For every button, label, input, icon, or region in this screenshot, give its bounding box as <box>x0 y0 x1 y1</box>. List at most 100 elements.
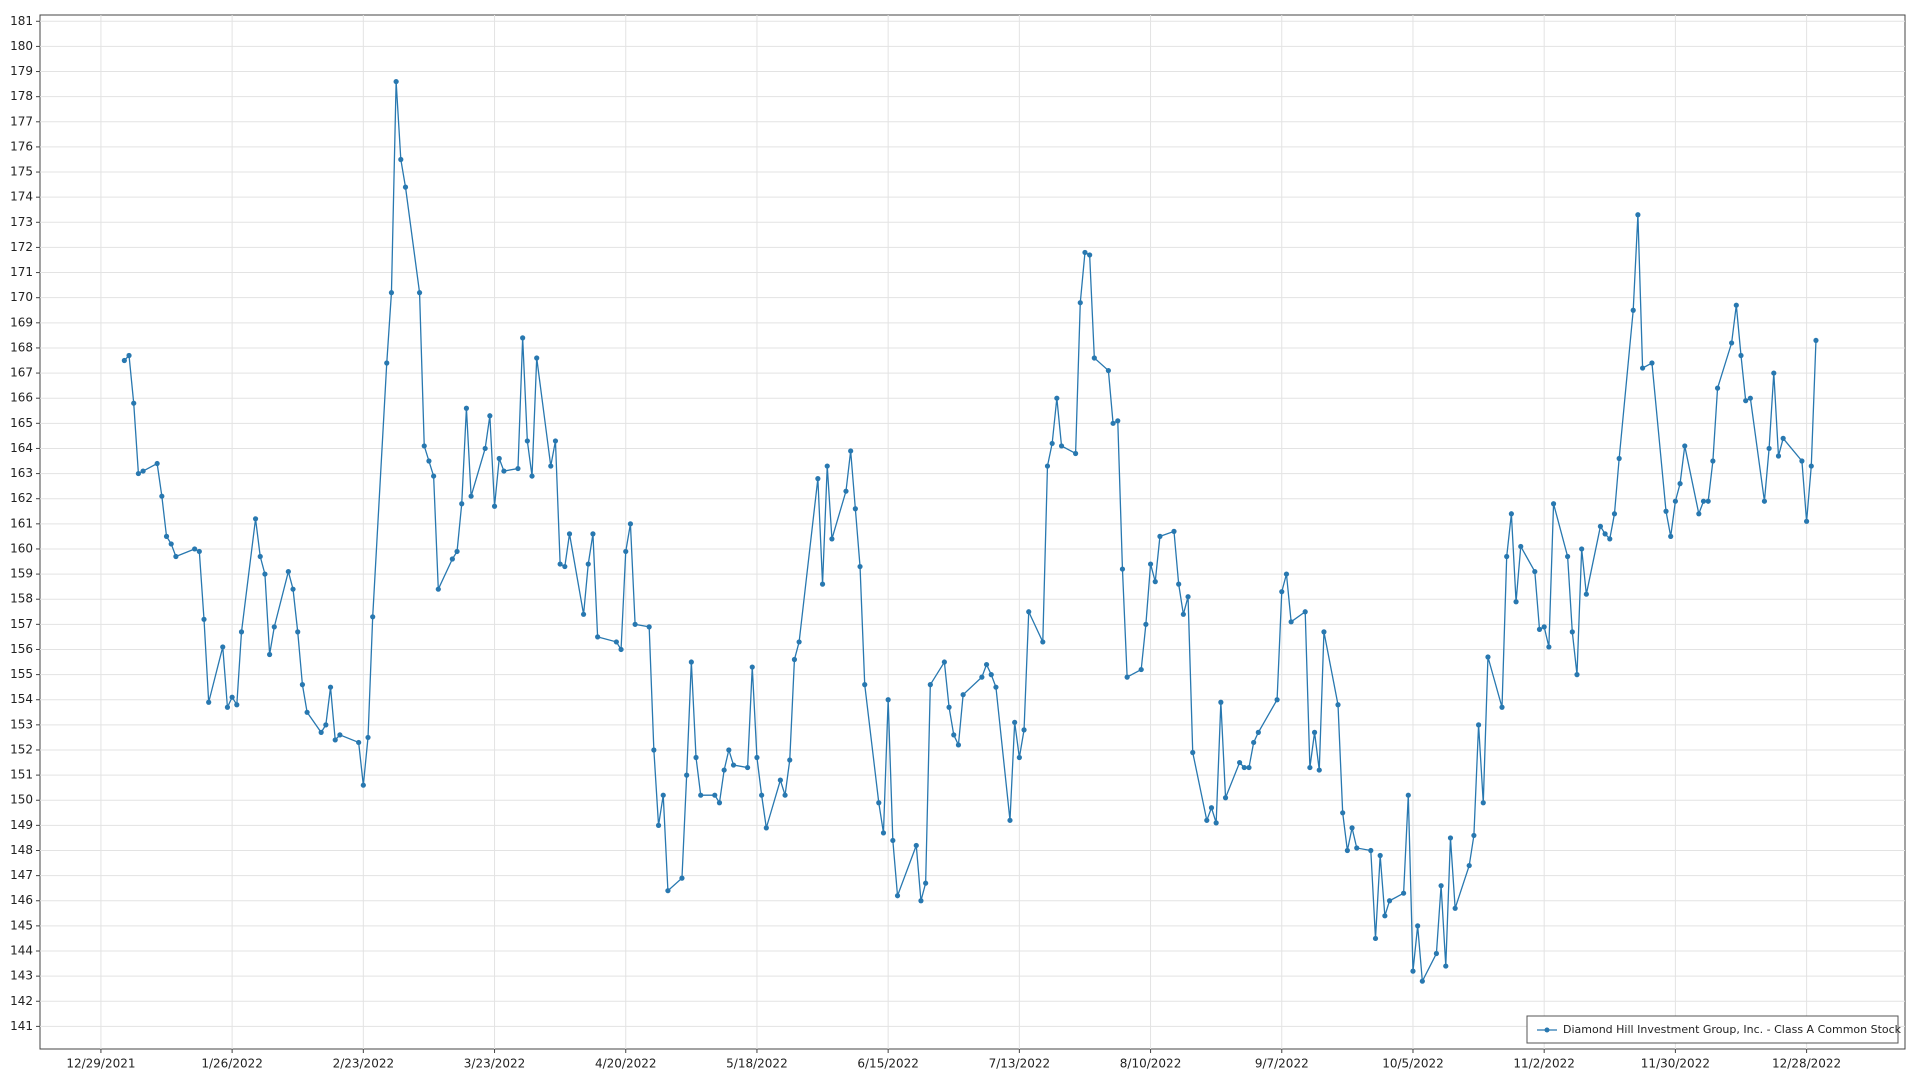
data-point <box>1072 450 1079 457</box>
data-point <box>402 184 409 190</box>
y-tick-label: 176 <box>10 139 33 153</box>
data-point <box>852 506 858 512</box>
data-point <box>1616 455 1622 462</box>
y-tick-label: 146 <box>10 893 33 907</box>
data-point <box>1682 443 1688 449</box>
data-point <box>618 646 624 653</box>
data-point <box>1344 847 1350 854</box>
data-point <box>951 732 957 738</box>
x-tick-label: 4/20/2022 <box>595 1057 657 1071</box>
x-tick-label: 12/29/2021 <box>66 1057 135 1071</box>
data-point <box>398 156 404 163</box>
y-tick-label: 147 <box>10 868 33 882</box>
data-point <box>327 684 334 690</box>
data-point <box>229 694 235 700</box>
y-tick-label: 181 <box>10 14 33 28</box>
data-point <box>632 621 638 627</box>
data-point <box>815 476 821 482</box>
data-point <box>1504 553 1510 560</box>
data-point <box>1415 923 1421 929</box>
data-point <box>1663 508 1669 514</box>
data-point <box>1569 629 1575 635</box>
data-point <box>1208 805 1215 811</box>
y-tick-label: 170 <box>10 290 33 304</box>
plot-area <box>39 14 1906 1050</box>
data-point <box>613 639 619 645</box>
data-point <box>1302 609 1308 615</box>
data-point <box>1307 764 1313 771</box>
data-point <box>730 762 737 768</box>
x-tick-label: 3/23/2022 <box>464 1057 526 1071</box>
data-point <box>993 684 999 690</box>
data-point <box>955 742 962 748</box>
data-point <box>360 782 366 788</box>
data-point <box>1541 624 1547 630</box>
data-point <box>923 880 929 886</box>
data-point <box>356 739 362 746</box>
x-tick-label: 6/15/2022 <box>857 1057 919 1071</box>
data-point <box>163 533 170 539</box>
data-point <box>548 463 554 469</box>
data-point <box>529 473 535 479</box>
y-tick-label: 168 <box>10 340 33 354</box>
y-tick-label: 158 <box>10 592 33 606</box>
data-point <box>623 548 629 555</box>
y-tick-label: 143 <box>10 969 33 983</box>
data-point <box>941 659 947 665</box>
y-tick-label: 141 <box>10 1019 33 1033</box>
data-point <box>1105 367 1111 374</box>
data-point <box>1677 481 1683 487</box>
data-point <box>154 460 160 467</box>
data-point <box>416 290 423 296</box>
data-point <box>1185 594 1191 600</box>
data-point <box>238 629 245 635</box>
data-point <box>1171 528 1177 534</box>
data-point <box>1283 571 1290 577</box>
data-point <box>1058 443 1065 449</box>
y-tick-label: 175 <box>10 165 33 179</box>
data-point <box>1574 671 1580 678</box>
legend: Diamond Hill Investment Group, Inc. - Cl… <box>1526 1015 1902 1044</box>
y-tick-label: 145 <box>10 918 33 932</box>
data-point <box>918 898 924 904</box>
data-point <box>1649 360 1655 366</box>
data-point <box>1401 890 1407 896</box>
y-tick-label: 154 <box>10 692 33 706</box>
data-point <box>1714 385 1721 391</box>
data-point <box>168 541 174 547</box>
y-tick-label: 156 <box>10 642 33 656</box>
data-point <box>295 629 301 635</box>
data-point <box>520 335 526 341</box>
data-point <box>1508 511 1514 517</box>
data-point <box>173 553 179 560</box>
data-point <box>126 352 132 359</box>
y-tick-label: 164 <box>10 441 33 455</box>
y-tick-label: 162 <box>10 491 33 505</box>
data-point <box>1157 533 1163 539</box>
data-point <box>1204 817 1210 823</box>
data-point <box>1382 913 1388 919</box>
data-point <box>1054 395 1060 401</box>
data-point <box>876 800 882 806</box>
x-tick-label: 7/13/2022 <box>989 1057 1051 1071</box>
data-point <box>1761 498 1768 504</box>
data-point <box>698 792 704 798</box>
data-point <box>1115 418 1121 424</box>
data-point <box>627 521 634 527</box>
data-point <box>651 747 657 753</box>
y-tick-label: 180 <box>10 39 33 53</box>
data-point <box>304 709 310 715</box>
data-point <box>552 438 559 444</box>
y-tick-label: 163 <box>10 466 33 480</box>
data-point <box>140 468 146 474</box>
data-point <box>534 355 540 361</box>
data-point <box>1443 963 1449 969</box>
data-point <box>468 493 474 499</box>
data-point <box>1602 531 1608 537</box>
data-point <box>1012 719 1018 725</box>
data-point <box>688 659 694 665</box>
data-point <box>1180 611 1186 617</box>
data-point <box>1766 445 1772 452</box>
data-point <box>220 644 226 650</box>
data-point <box>660 792 666 798</box>
